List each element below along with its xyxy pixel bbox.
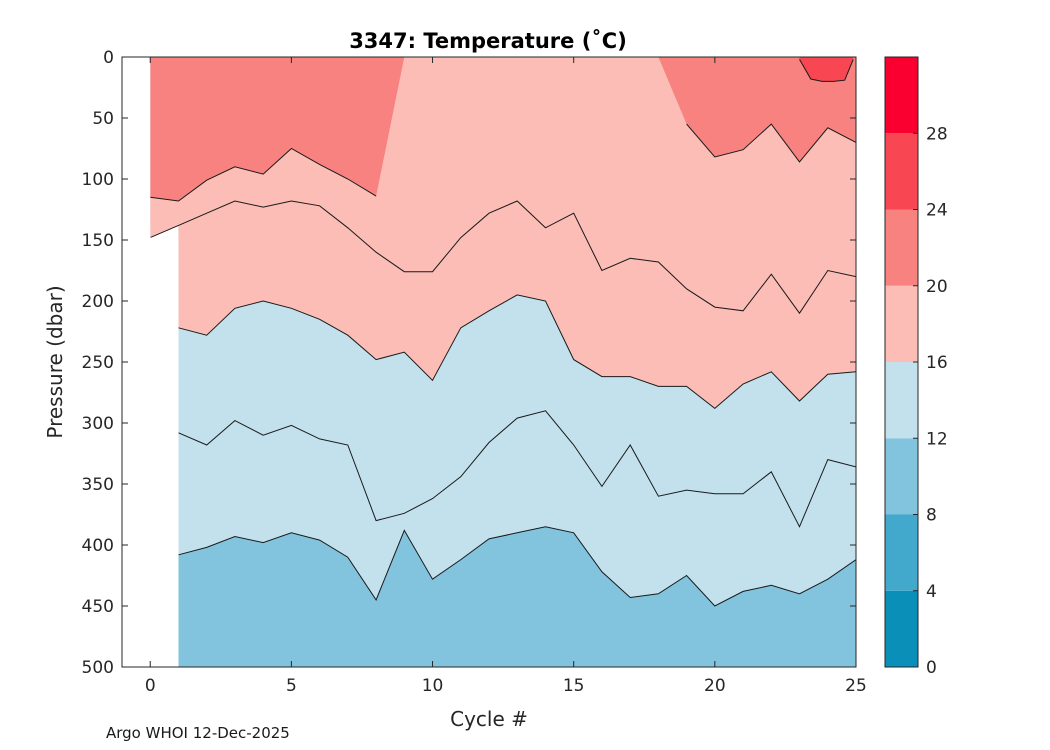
x-axis-ticks: 0 5 10 15 20 25 — [145, 57, 867, 696]
y-tick-label: 250 — [82, 353, 114, 373]
colorbar-tick-label: 4 — [926, 582, 937, 602]
contour-bands — [150, 57, 856, 667]
x-tick-label: 15 — [563, 676, 585, 696]
y-tick-label: 450 — [82, 597, 114, 617]
y-tick-label: 500 — [82, 658, 114, 678]
colorbar-band — [885, 590, 918, 667]
isotherm-lines — [122, 57, 856, 667]
y-tick-label: 0 — [103, 48, 114, 68]
y-tick-label: 350 — [82, 475, 114, 495]
isotherm-t16 — [178, 410, 856, 528]
colorbar-tick-label: 0 — [926, 658, 937, 678]
isotherm-t20 — [178, 294, 856, 410]
colorbar-band — [885, 209, 918, 286]
colorbar-tick-label: 20 — [926, 277, 948, 297]
x-tick-label: 10 — [422, 676, 444, 696]
x-axis-label: Cycle # — [450, 707, 528, 731]
no-data-region — [122, 57, 179, 667]
isotherm-t28-east — [686, 123, 856, 163]
colorbar-tick-label: 12 — [926, 429, 948, 449]
colorbar-band — [885, 514, 918, 591]
y-tick-label: 50 — [92, 109, 114, 129]
colorbar-tick-label: 8 — [926, 506, 937, 526]
x-tick-label: 5 — [286, 676, 297, 696]
isotherm-t28-west — [150, 147, 377, 202]
isotherm-t12 — [178, 526, 856, 607]
isotherm-t28-patch — [799, 59, 854, 82]
footer-credit: Argo WHOI 12-Dec-2025 — [106, 724, 290, 742]
colorbar-band — [885, 57, 918, 134]
y-tick-label: 400 — [82, 536, 114, 556]
y-tick-label: 300 — [82, 414, 114, 434]
y-tick-label: 100 — [82, 170, 114, 190]
colorbar-band — [885, 133, 918, 210]
band-24-28 — [799, 57, 854, 82]
y-axis-ticks: 0 50 100 150 200 250 300 350 400 450 500 — [82, 48, 856, 678]
chart-title: 3347: Temperature (˚C) — [349, 29, 627, 53]
x-tick-label: 0 — [145, 676, 156, 696]
colorbar-band — [885, 438, 918, 515]
colorbar: 0 4 8 12 16 20 24 28 — [884, 56, 948, 678]
colorbar-band — [885, 285, 918, 362]
y-tick-label: 150 — [82, 231, 114, 251]
band-20-24 — [150, 57, 856, 201]
colorbar-tick-label: 24 — [926, 201, 948, 221]
colorbar-tick-label: 16 — [926, 353, 948, 373]
isotherm-t24 — [150, 200, 856, 315]
y-axis-label: Pressure (dbar) — [43, 285, 67, 438]
y-tick-label: 200 — [82, 292, 114, 312]
x-tick-label: 25 — [845, 676, 867, 696]
x-tick-label: 20 — [704, 676, 726, 696]
colorbar-band — [885, 362, 918, 439]
colorbar-tick-label: 28 — [926, 124, 948, 144]
